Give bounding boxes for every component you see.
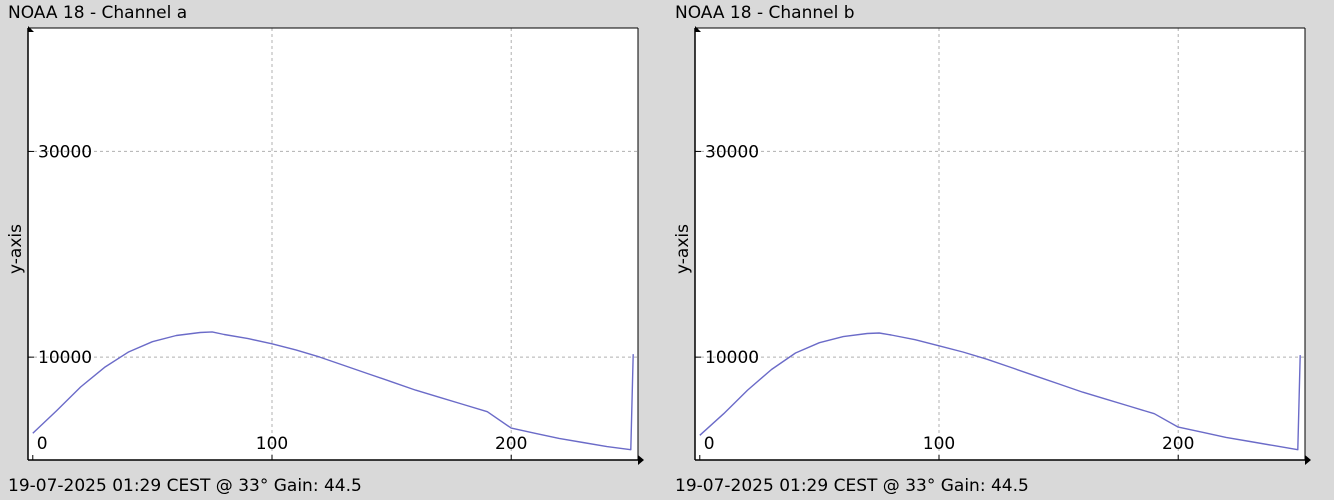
x-tick-label: 200 [1162, 434, 1194, 454]
x-tick-label: 200 [495, 434, 527, 454]
chart-title: NOAA 18 - Channel b [675, 3, 855, 23]
data-series-line [699, 332, 1301, 451]
chart-panel-channel-a: NOAA 18 - Channel a 0 100 200 10000 30000 y-a… [6, 3, 644, 496]
plot-background [28, 28, 638, 460]
capture-info: 19-07-2025 01:29 CEST @ 33° Gain: 44.5 [675, 476, 1029, 496]
plot-area: 0 100 200 10000 30000 y-axis [673, 26, 1311, 465]
x-tick-label: 100 [256, 434, 288, 454]
plot-background [695, 28, 1305, 460]
y-axis-arrow [28, 26, 34, 32]
x-tick-label: 0 [704, 434, 715, 454]
chart-title: NOAA 18 - Channel a [8, 3, 188, 23]
data-series-line [32, 331, 634, 451]
y-axis-arrow [695, 26, 701, 32]
x-tick-label: 0 [37, 434, 48, 454]
y-axis-label: y-axis [673, 224, 693, 274]
y-tick-label: 30000 [38, 142, 92, 162]
chart-panel-channel-b: NOAA 18 - Channel b 0 100 200 10000 30000 y-a… [667, 0, 1334, 500]
y-axis-label: y-axis [6, 224, 26, 274]
capture-info: 19-07-2025 01:29 CEST @ 33° Gain: 44.5 [8, 476, 362, 496]
y-tick-label: 10000 [38, 348, 92, 368]
x-axis-arrow [638, 455, 644, 465]
x-tick-label: 100 [923, 434, 955, 454]
x-axis-arrow [1305, 455, 1311, 465]
plot-area: 0 100 200 10000 30000 y-axis [6, 26, 644, 465]
y-tick-label: 30000 [705, 142, 759, 162]
y-tick-label: 10000 [705, 348, 759, 368]
